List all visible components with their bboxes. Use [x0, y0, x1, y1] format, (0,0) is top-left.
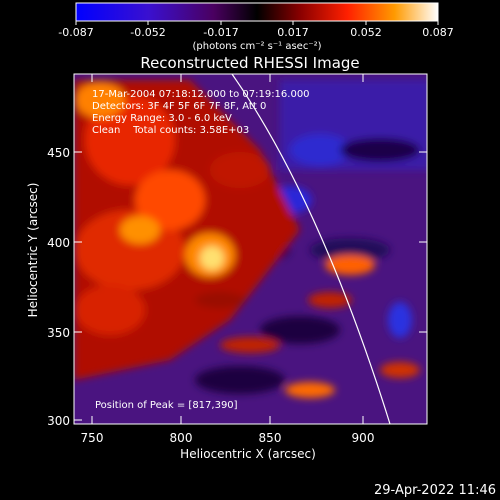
timestamp: 29-Apr-2022 11:46	[374, 483, 496, 498]
annotation-detectors: Detectors: 3F 4F 5F 6F 7F 8F, Att 0	[92, 101, 266, 112]
annotation-time: 17-Mar-2004 07:18:12.000 to 07:19:16.000	[92, 89, 310, 100]
y-tick-label: 400	[47, 236, 70, 250]
colorbar	[75, 2, 439, 22]
y-tick-label: 350	[47, 326, 70, 340]
y-axis-label: Heliocentric Y (arcsec)	[26, 183, 40, 318]
plot-title: Reconstructed RHESSI Image	[140, 54, 359, 72]
colorbar-ticks	[75, 21, 439, 25]
annotation-method: Clean Total counts: 3.58E+03	[92, 125, 249, 136]
plot-frame	[73, 73, 428, 425]
solar-limb	[231, 74, 391, 424]
x-tick-label: 850	[259, 431, 282, 445]
y-tick-label: 450	[47, 146, 70, 160]
annotation-energy: Energy Range: 3.0 - 6.0 keV	[92, 113, 232, 124]
x-axis-ticks	[91, 74, 364, 424]
image-panel	[74, 74, 427, 424]
x-tick-label: 750	[81, 431, 104, 445]
x-axis-label: Heliocentric X (arcsec)	[180, 447, 316, 461]
colorbar-tick-label: -0.017	[203, 26, 238, 39]
colorbar-tick-label: -0.087	[58, 26, 93, 39]
x-tick-label: 900	[352, 431, 375, 445]
colorbar-units: (photons cm⁻² s⁻¹ asec⁻²)	[192, 41, 321, 52]
y-tick-label: 300	[47, 414, 70, 428]
colorbar-tick-label: 0.087	[422, 26, 454, 39]
annotation-peak: Position of Peak = [817,390]	[95, 400, 238, 411]
colorbar-tick-label: -0.052	[130, 26, 165, 39]
y-axis-ticks	[74, 151, 427, 421]
x-tick-label: 800	[170, 431, 193, 445]
colorbar-tick-label: 0.052	[350, 26, 382, 39]
colorbar-tick-label: 0.017	[277, 26, 309, 39]
